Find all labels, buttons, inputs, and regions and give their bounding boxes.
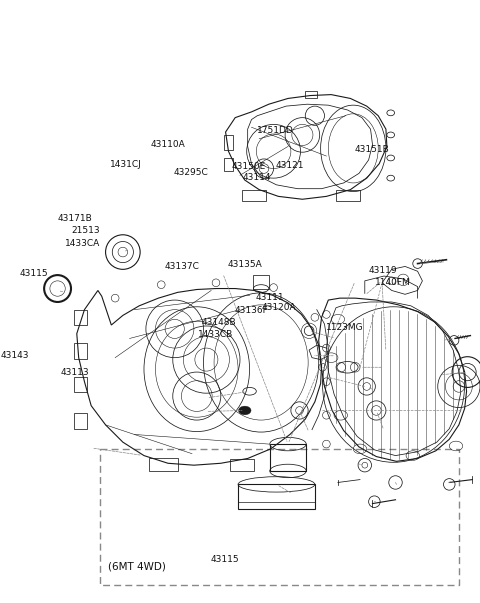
Ellipse shape <box>239 406 251 415</box>
Bar <box>270 444 306 471</box>
Bar <box>100 449 459 585</box>
Bar <box>74 343 87 359</box>
Text: 43171B: 43171B <box>57 214 92 223</box>
Text: (6MT 4WD): (6MT 4WD) <box>108 561 166 572</box>
Text: 1433CB: 1433CB <box>198 330 233 339</box>
Text: 43113: 43113 <box>60 368 89 377</box>
Bar <box>253 275 269 289</box>
Text: 43143: 43143 <box>1 352 29 361</box>
Text: 43148B: 43148B <box>202 318 236 327</box>
Bar <box>149 458 178 471</box>
Bar <box>74 413 87 429</box>
Text: 43121: 43121 <box>276 161 304 170</box>
Bar <box>224 158 233 171</box>
Bar <box>74 377 87 392</box>
Text: 1431CJ: 1431CJ <box>110 160 142 169</box>
Text: 43111: 43111 <box>256 293 285 302</box>
Bar <box>238 484 315 510</box>
Text: 1751DD: 1751DD <box>257 125 294 134</box>
Text: 1140FM: 1140FM <box>375 279 411 288</box>
Text: 43137C: 43137C <box>165 262 200 271</box>
Text: 43120A: 43120A <box>261 303 296 312</box>
Text: 43114: 43114 <box>242 173 271 182</box>
Text: 43110A: 43110A <box>151 139 185 148</box>
Text: 43115: 43115 <box>19 269 48 278</box>
Text: 43151B: 43151B <box>355 145 389 154</box>
Text: 21513: 21513 <box>71 226 100 235</box>
Bar <box>242 190 266 201</box>
Bar <box>224 135 233 150</box>
Text: 43115: 43115 <box>210 555 239 564</box>
Text: 1433CA: 1433CA <box>65 239 100 247</box>
Text: 43295C: 43295C <box>174 168 209 177</box>
Text: 43119: 43119 <box>369 267 397 276</box>
Text: 1123MG: 1123MG <box>325 323 363 332</box>
Text: 43136F: 43136F <box>235 306 269 315</box>
Bar <box>230 459 254 471</box>
Bar <box>74 310 87 325</box>
Text: 43135A: 43135A <box>228 260 263 269</box>
Text: 43150E: 43150E <box>231 162 265 171</box>
Bar <box>336 190 360 201</box>
Bar <box>305 91 317 98</box>
